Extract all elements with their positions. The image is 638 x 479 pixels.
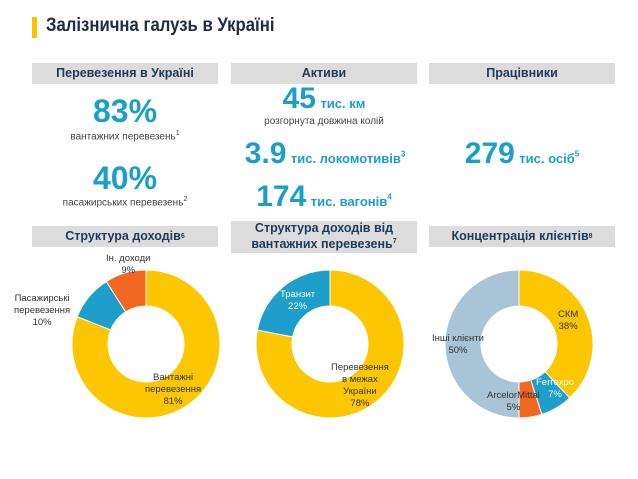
label-ferrexpo: Ferrexpo 7% [536,377,575,400]
freight-share-value: 83% [92,93,158,129]
slice-domestic [255,269,405,419]
freight-revenue-donut [255,269,405,419]
label-arcelormittal: ArcelorMittal 5% [487,390,540,413]
slice-other-clients [444,269,520,419]
slice-freight [71,269,221,419]
wagons-stat: 174 тис. вагонів4 [256,180,392,213]
header-freight-revenue: Структура доходів від вантажних перевезен… [231,221,417,253]
locomotives-stat: 3.9 тис. локомотивів3 [244,137,406,170]
passenger-share-label: пасажирських перевезень2 [62,196,188,209]
title-accent-bar [32,17,37,38]
slice-skm [518,269,594,399]
donut-charts [71,269,594,419]
header-transport: Перевезення в Україні [32,63,218,84]
label-skm: СКМ 38% [558,309,579,332]
label-transit: Транзит 22% [280,289,316,312]
passenger-share-value: 40% [92,160,158,196]
label-other-revenue: Ін. доходи 9% [106,253,151,276]
slice-other-revenue [105,269,147,313]
revenue-structure-donut [71,269,221,419]
label-passenger-revenue: Пасажирські перевезення 10% [14,293,71,328]
freight-share-label: вантажних перевезень1 [70,130,180,143]
header-client-concentration: Концентрація клієнтів 8 [429,226,615,247]
label-freight-revenue: Вантажні перевезення 81% [145,372,202,407]
label-domestic: Перевезення в межах України 78% [331,362,389,409]
page-title: Залізнична галузь в Україні [46,15,275,36]
label-other-clients: Інші клієнти 50% [432,333,484,356]
slice-transit [256,269,331,338]
client-concentration-donut [444,269,594,419]
track-length-label: розгорнута довжина колій [264,116,384,127]
header-workers: Працівники [429,63,615,84]
header-revenue-structure: Структура доходів 6 [32,226,218,247]
track-length-stat: 45 тис. км [282,82,366,115]
workers-stat: 279 тис. осіб5 [464,137,580,170]
header-assets: Активи [231,63,417,84]
